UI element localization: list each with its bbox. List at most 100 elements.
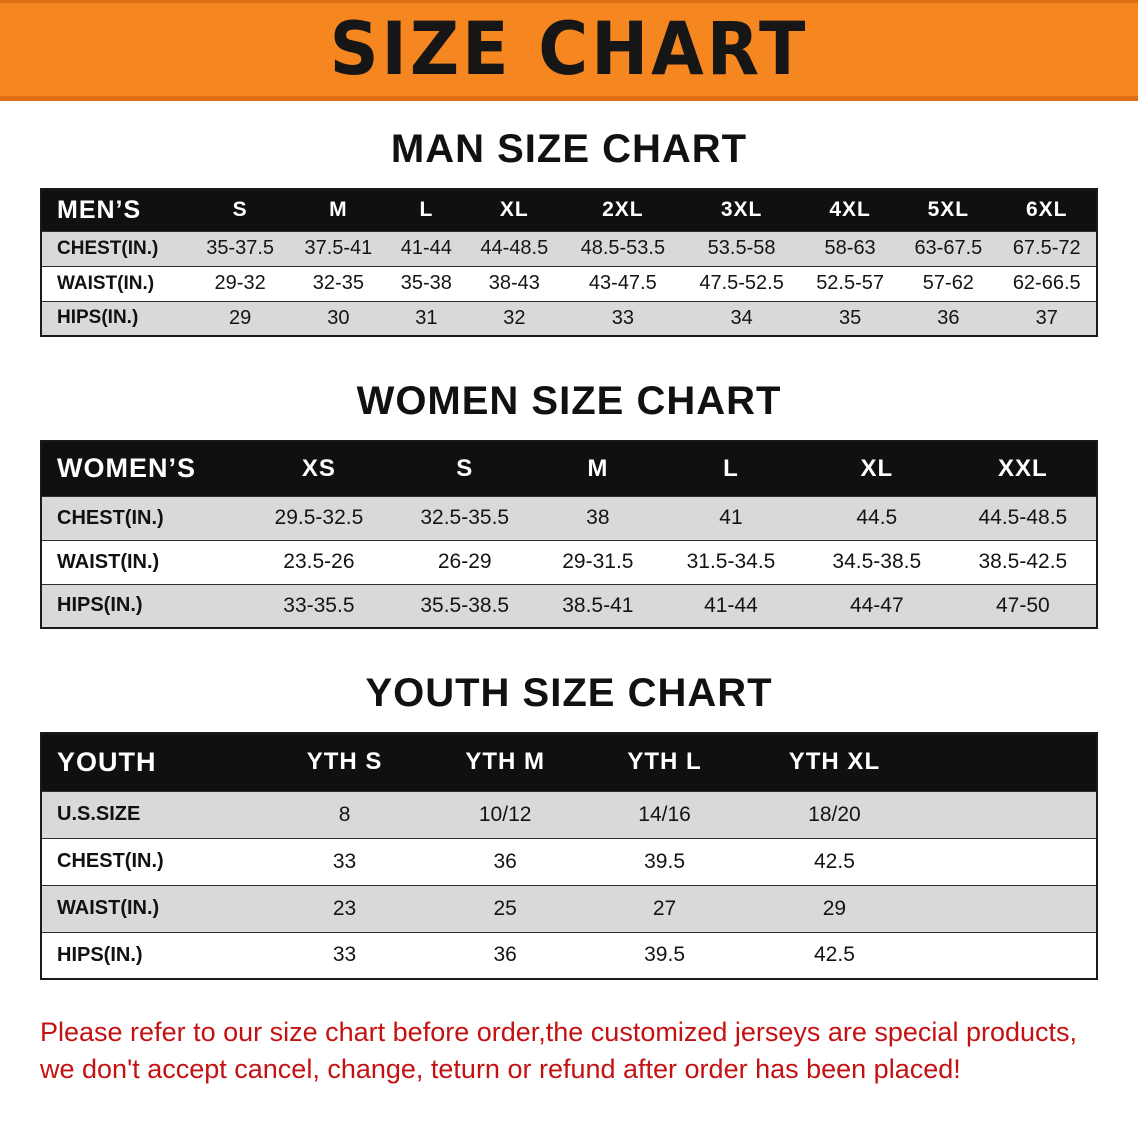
size-value-cell: 53.5-58 [682, 230, 801, 266]
row-label: CHEST(IN.) [41, 495, 246, 540]
row-label: HIPS(IN.) [41, 300, 191, 336]
size-value-cell: 37.5-41 [289, 230, 388, 266]
size-value-cell: 32-35 [289, 265, 388, 301]
size-value-cell: 31 [387, 300, 466, 336]
size-value-cell: 38.5-42.5 [949, 539, 1097, 584]
table-row: CHEST(IN.) 35-37.5 37.5-41 41-44 44-48.5 48.5… [41, 230, 1097, 266]
size-value-cell: 29-32 [191, 265, 290, 301]
size-value-cell: 47-50 [949, 583, 1097, 628]
size-column-header: 3XL [682, 189, 801, 231]
size-column-header: YTH XL [741, 733, 927, 791]
size-value-cell: 48.5-53.5 [563, 230, 683, 266]
size-column-header: YTH L [587, 733, 742, 791]
size-value-cell: 36 [423, 837, 588, 885]
size-column-header: S [191, 189, 290, 231]
size-value-cell: 23.5-26 [246, 539, 392, 584]
size-value-cell: 63-67.5 [899, 230, 998, 266]
size-column-header: M [289, 189, 388, 231]
men-chart-heading: MAN SIZE CHART [390, 127, 748, 171]
size-value-cell: 37 [997, 300, 1097, 336]
size-value-cell: 25 [423, 884, 588, 932]
size-value-cell: 36 [899, 300, 998, 336]
size-column-header: 4XL [800, 189, 900, 231]
youth-size-chart-section: YOUTH SIZE CHART YOUTH YTH S YTH M YTH L YTH… [0, 671, 1138, 980]
row-label: CHEST(IN.) [41, 230, 191, 266]
size-value-cell: 33 [266, 931, 424, 979]
size-value-cell: 29 [741, 884, 927, 932]
size-value-cell: 62-66.5 [997, 265, 1097, 301]
size-value-cell: 44-48.5 [465, 230, 564, 266]
spacer-cell [927, 790, 1097, 838]
size-value-cell: 43-47.5 [563, 265, 683, 301]
size-value-cell: 32.5-35.5 [391, 495, 538, 540]
size-chart-banner: SIZE CHART [0, 0, 1138, 101]
size-chart-page: SIZE CHART MAN SIZE CHART MEN’S S M L XL 2XL 3… [0, 0, 1138, 1089]
size-value-cell: 26-29 [391, 539, 538, 584]
size-value-cell: 39.5 [587, 837, 742, 885]
size-column-header: XS [246, 441, 392, 496]
size-column-header: M [537, 441, 659, 496]
size-value-cell: 35.5-38.5 [391, 583, 538, 628]
size-value-cell: 8 [266, 790, 424, 838]
size-value-cell: 29.5-32.5 [246, 495, 392, 540]
row-label: WAIST(IN.) [41, 884, 266, 932]
disclaimer-line-2: we don't accept cancel, change, teturn o… [40, 1054, 961, 1085]
table-row: CHEST(IN.) 29.5-32.5 32.5-35.5 38 41 44.5 44.5… [41, 495, 1097, 540]
row-label: CHEST(IN.) [41, 837, 266, 885]
size-column-header: S [391, 441, 538, 496]
table-row: CHEST(IN.) 33 36 39.5 42.5 [41, 837, 1097, 885]
table-row: U.S.SIZE 8 10/12 14/16 18/20 [41, 790, 1097, 838]
size-value-cell: 42.5 [741, 837, 927, 885]
size-value-cell: 38.5-41 [537, 583, 659, 628]
size-value-cell: 44.5 [803, 495, 950, 540]
size-value-cell: 36 [423, 931, 588, 979]
size-column-header: 6XL [997, 189, 1097, 231]
size-value-cell: 35-37.5 [191, 230, 290, 266]
youth-size-table: YOUTH YTH S YTH M YTH L YTH XL U.S.SIZE 8 10/12… [40, 732, 1098, 980]
size-value-cell: 18/20 [741, 790, 927, 838]
table-row: HIPS(IN.) 29 30 31 32 33 34 35 36 37 [41, 300, 1097, 336]
size-value-cell: 41-44 [658, 583, 804, 628]
size-value-cell: 47.5-52.5 [682, 265, 801, 301]
table-header-row: WOMEN’S XS S M L XL XXL [41, 441, 1097, 496]
spacer-cell [927, 837, 1097, 885]
women-size-table: WOMEN’S XS S M L XL XXL CHEST(IN.) 29.5-32.5 32.5… [40, 440, 1098, 629]
women-chart-heading: WOMEN SIZE CHART [356, 379, 782, 423]
size-value-cell: 67.5-72 [997, 230, 1097, 266]
size-column-header: XL [803, 441, 950, 496]
table-row: WAIST(IN.) 23.5-26 26-29 29-31.5 31.5-34.5 34… [41, 539, 1097, 584]
disclaimer: Please refer to our size chart before or… [40, 1014, 1098, 1089]
size-column-header: XXL [949, 441, 1097, 496]
size-value-cell: 27 [587, 884, 742, 932]
size-value-cell: 39.5 [587, 931, 742, 979]
size-value-cell: 58-63 [800, 230, 900, 266]
size-value-cell: 34.5-38.5 [803, 539, 950, 584]
size-value-cell: 41-44 [387, 230, 466, 266]
row-label: HIPS(IN.) [41, 583, 246, 628]
size-value-cell: 35-38 [387, 265, 466, 301]
youth-chart-heading: YOUTH SIZE CHART [365, 671, 773, 715]
size-value-cell: 34 [682, 300, 801, 336]
size-value-cell: 42.5 [741, 931, 927, 979]
size-value-cell: 57-62 [899, 265, 998, 301]
row-label: WAIST(IN.) [41, 539, 246, 584]
size-value-cell: 14/16 [587, 790, 742, 838]
men-size-chart-section: MAN SIZE CHART MEN’S S M L XL 2XL 3XL 4XL 5XL 6XL… [0, 127, 1138, 337]
size-value-cell: 30 [289, 300, 388, 336]
banner-title: SIZE CHART [329, 6, 809, 92]
size-value-cell: 33 [266, 837, 424, 885]
size-value-cell: 38 [537, 495, 659, 540]
size-value-cell: 31.5-34.5 [658, 539, 804, 584]
size-value-cell: 29-31.5 [537, 539, 659, 584]
size-value-cell: 23 [266, 884, 424, 932]
size-value-cell: 32 [465, 300, 564, 336]
disclaimer-line-1: Please refer to our size chart before or… [40, 1017, 1078, 1047]
table-header-row: YOUTH YTH S YTH M YTH L YTH XL [41, 733, 1097, 791]
size-value-cell: 33 [563, 300, 683, 336]
size-column-header: 2XL [563, 189, 683, 231]
size-column-header: YTH M [423, 733, 588, 791]
size-column-header: YTH S [266, 733, 424, 791]
size-column-header: L [658, 441, 804, 496]
row-label: WAIST(IN.) [41, 265, 191, 301]
table-header-row: MEN’S S M L XL 2XL 3XL 4XL 5XL 6XL [41, 189, 1097, 231]
